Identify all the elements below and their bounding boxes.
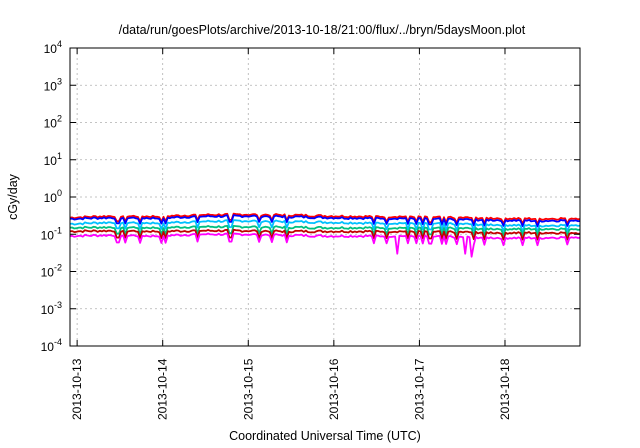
y-tick-label: 101 — [44, 151, 62, 168]
series-line — [69, 228, 581, 241]
x-axis-label: Coordinated Universal Time (UTC) — [229, 429, 421, 443]
gridlines — [70, 48, 580, 346]
series-group — [69, 212, 581, 258]
y-axis-label: cGy/day — [6, 173, 20, 220]
x-axis-ticks: 2013-10-13 2013-10-14 2013-10-15 2013-10-16… — [70, 48, 512, 420]
x-tick-label: 2013-10-13 — [70, 358, 84, 420]
x-tick-label: 2013-10-14 — [156, 358, 170, 420]
y-tick-label: 103 — [44, 76, 62, 93]
series-line — [69, 232, 581, 258]
x-tick-label: 2013-10-17 — [412, 358, 426, 420]
series-line — [69, 212, 581, 226]
y-tick-label: 10-4 — [41, 337, 62, 354]
y-tick-label: 100 — [44, 188, 62, 205]
x-tick-label: 2013-10-15 — [241, 358, 255, 420]
y-tick-label: 10-3 — [41, 300, 62, 317]
y-axis-ticks: 10-4 10-3 10-2 10-1 100 101 102 103 104 — [41, 39, 580, 354]
y-tick-label: 104 — [44, 39, 62, 56]
series-line — [69, 219, 581, 233]
y-tick-label: 10-1 — [41, 225, 62, 242]
x-tick-label: 2013-10-18 — [498, 358, 512, 420]
x-tick-label: 2013-10-16 — [327, 358, 341, 420]
series-line — [69, 224, 581, 237]
series-line — [69, 214, 581, 228]
y-tick-label: 102 — [44, 114, 62, 131]
y-tick-label: 10-2 — [41, 263, 62, 280]
chart-title: /data/run/goesPlots/archive/2013-10-18/2… — [119, 23, 526, 37]
